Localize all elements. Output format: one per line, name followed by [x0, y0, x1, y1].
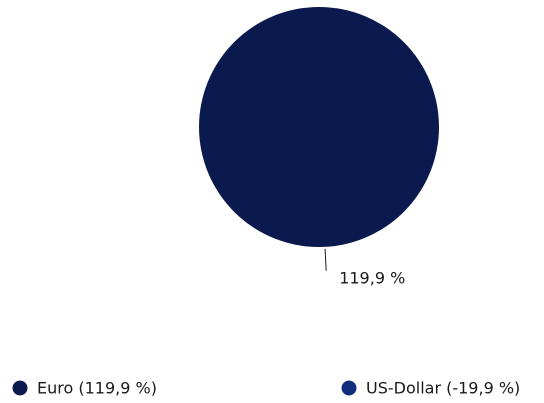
legend-marker	[12, 380, 28, 396]
legend-label: US-Dollar (-19,9 %)	[366, 379, 520, 398]
pie-slice	[199, 7, 439, 247]
leader-line	[324, 248, 327, 271]
legend-marker	[341, 380, 357, 396]
data-label: 119,9 %	[339, 268, 405, 287]
legend-label: Euro (119,9 %)	[37, 379, 157, 398]
